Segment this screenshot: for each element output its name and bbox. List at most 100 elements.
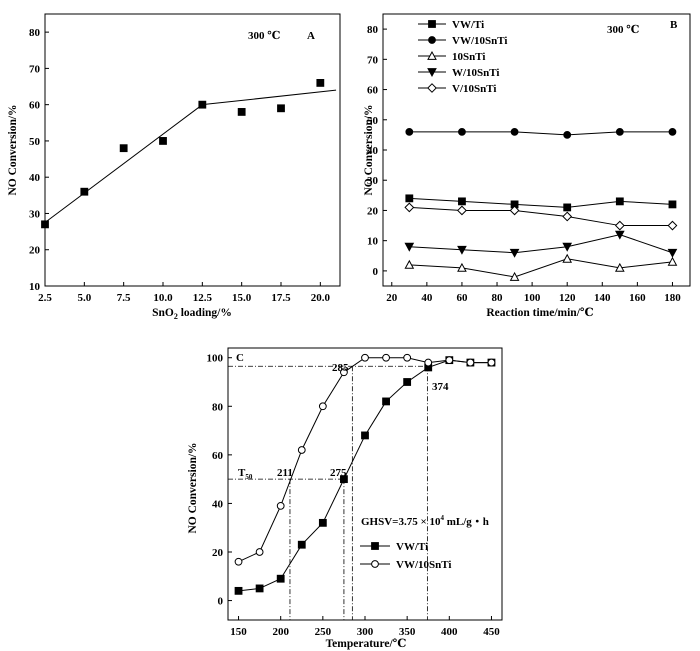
- data-point: [509, 205, 520, 216]
- legend-item: W/10SnTi: [418, 67, 500, 79]
- data-point: [119, 144, 128, 153]
- legend-item: VW/10SnTi: [360, 559, 451, 571]
- panel-a-y-axis-label: NO Conversion/%: [7, 104, 19, 195]
- data-point: [563, 130, 572, 139]
- data-point: [361, 431, 369, 440]
- panel-c-t50-label: T50: [238, 467, 253, 481]
- data-point: [41, 220, 49, 229]
- panel-c-y-axis-label: NO Conversion/%: [187, 442, 199, 533]
- data-point: [509, 248, 520, 258]
- series-line: [409, 206, 673, 227]
- legend-item: VW/Ti: [418, 19, 484, 31]
- series-10SnTi: [404, 253, 678, 281]
- y-tick-label: 0: [218, 596, 224, 608]
- y-tick-label: 100: [207, 353, 224, 365]
- panel-a: 2.5 5.0 7.5 10.0 12.5 15.0 17.5 20.0 10 20 30 40 50…: [7, 13, 341, 321]
- panel-c-legend: VW/Ti VW/10SnTi: [360, 541, 451, 571]
- series-VW/Ti: [405, 194, 677, 212]
- data-point: [405, 127, 414, 136]
- y-tick-label: 10: [29, 281, 41, 293]
- data-point: [667, 220, 678, 231]
- panel-b-temperature-annotation: 300 ℃: [607, 24, 639, 36]
- data-point: [361, 353, 369, 362]
- legend-marker: [371, 542, 379, 550]
- data-point: [276, 501, 285, 510]
- legend-label: VW/Ti: [396, 541, 428, 553]
- x-tick-label: 2.5: [38, 292, 52, 304]
- data-point: [340, 368, 348, 377]
- data-point: [237, 108, 246, 116]
- data-point: [466, 358, 475, 367]
- data-point: [340, 475, 348, 484]
- data-point: [159, 137, 167, 145]
- data-point: [614, 220, 625, 231]
- panel-a-y-ticks: 10 20 30 40 50 60 70 80: [29, 27, 49, 293]
- panel-c-frame: [227, 347, 503, 621]
- panel-b-y-axis-label: NO Conversion/%: [363, 104, 375, 195]
- series-line: [238, 357, 492, 563]
- y-tick-label: 70: [367, 54, 379, 66]
- data-point: [277, 104, 285, 113]
- legend-item: V/10SnTi: [418, 83, 496, 95]
- legend-label: W/10SnTi: [452, 67, 500, 79]
- x-tick-label: 450: [483, 626, 500, 638]
- panel-c-t50-sub: 50: [245, 473, 253, 481]
- data-point: [318, 402, 327, 411]
- y-tick-label: 40: [29, 172, 41, 184]
- x-tick-label: 7.5: [117, 292, 131, 304]
- legend-marker: [428, 20, 436, 28]
- fit-line: [44, 104, 203, 223]
- panel-c-ghsv-rest: mL/g・h: [444, 516, 489, 528]
- panel-c-label-285: 285: [332, 362, 349, 374]
- panel-a-x-axis-label-sub: 2: [174, 312, 178, 321]
- data-point: [458, 127, 466, 136]
- series-W/10SnTi: [404, 230, 678, 258]
- panel-b-series: [404, 127, 678, 281]
- x-tick-label: 12.5: [193, 292, 213, 304]
- panel-c-label-374: 374: [432, 381, 449, 393]
- y-tick-label: 50: [367, 115, 379, 127]
- y-tick-label: 70: [29, 63, 41, 75]
- panel-a-x-axis-label-main: SnO: [152, 307, 174, 319]
- data-point: [404, 259, 415, 269]
- panel-a-x-axis-label-rest: loading/%: [178, 307, 232, 319]
- y-tick-label: 50: [29, 136, 41, 148]
- data-point: [382, 397, 390, 406]
- y-tick-label: 0: [373, 266, 379, 278]
- y-tick-label: 60: [29, 100, 41, 112]
- legend-label: VW/Ti: [452, 19, 484, 31]
- data-point: [255, 584, 264, 593]
- x-tick-label: 20: [386, 292, 398, 304]
- panel-c-ghsv-sup: 4: [440, 514, 444, 522]
- panel-a-points: [41, 79, 325, 229]
- legend-marker: [427, 83, 437, 93]
- data-point: [255, 548, 264, 556]
- x-tick-label: 60: [456, 292, 468, 304]
- panel-b-y-ticks: 0 10 20 30 40 50 60 70 80: [367, 24, 387, 278]
- x-tick-label: 120: [559, 292, 576, 304]
- series-line: [409, 258, 673, 278]
- series-V/10SnTi: [404, 202, 678, 231]
- y-tick-label: 80: [367, 24, 379, 36]
- legend-item: VW/10SnTi: [418, 35, 507, 47]
- data-point: [404, 242, 415, 252]
- data-point: [316, 79, 325, 87]
- panel-c-label-275: 275: [330, 467, 347, 479]
- panel-c-x-ticks: 150 200 250 300 350 400 450: [230, 616, 500, 638]
- panel-a-x-axis-label: SnO2 loading/%: [152, 307, 232, 321]
- y-tick-label: 60: [212, 450, 224, 462]
- legend-marker: [371, 560, 379, 568]
- x-tick-label: 400: [441, 626, 458, 638]
- legend-label: V/10SnTi: [452, 83, 496, 95]
- panel-a-label: A: [307, 30, 315, 42]
- data-point: [382, 353, 390, 362]
- panel-c-ghsv-annotation: GHSV=3.75 × 104 mL/g・h: [361, 514, 489, 528]
- data-point: [234, 586, 243, 595]
- panel-b-legend: VW/Ti VW/10SnTi 10SnTi W/10SnTi V/10SnTi: [418, 19, 507, 95]
- x-tick-label: 180: [664, 292, 681, 304]
- panel-a-x-ticks: 2.5 5.0 7.5 10.0 12.5 15.0 17.5 20.0: [38, 282, 330, 304]
- data-point: [667, 256, 678, 266]
- y-tick-label: 10: [367, 236, 379, 248]
- data-point: [403, 378, 412, 386]
